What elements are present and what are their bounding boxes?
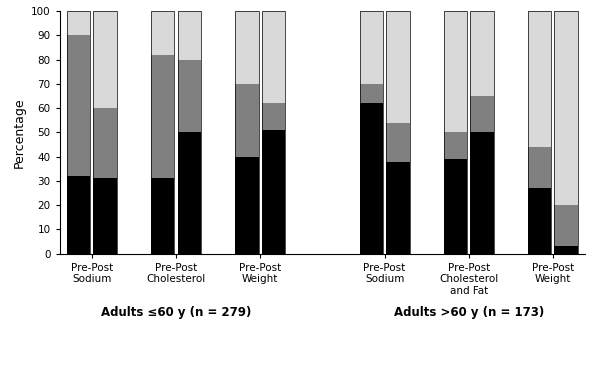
Bar [555,11,578,254]
Bar [235,11,259,84]
Bar [359,84,383,103]
Bar [235,11,259,254]
Bar [470,11,494,96]
Bar [470,132,494,254]
Bar [555,205,578,246]
Bar [386,11,410,123]
Bar [444,11,467,254]
Bar [151,178,174,254]
Bar [528,11,552,147]
Bar [177,60,201,132]
Bar [386,162,410,254]
Bar [93,11,117,254]
Bar [470,96,494,132]
Bar [177,11,201,60]
Bar [359,103,383,254]
Bar [470,11,494,254]
Bar [67,11,90,35]
Text: Adults ≤60 y (n = 279): Adults ≤60 y (n = 279) [101,306,251,319]
Bar [444,11,467,132]
Y-axis label: Percentage: Percentage [13,97,26,168]
Bar [261,103,285,130]
Bar [177,11,201,254]
Bar [67,176,90,254]
Bar [151,11,174,55]
Bar [444,159,467,254]
Bar [555,11,578,205]
Bar [359,11,383,84]
Bar [151,11,174,254]
Bar [261,11,285,103]
Bar [444,132,467,159]
Bar [359,11,383,254]
Bar [555,246,578,254]
Bar [386,123,410,162]
Bar [235,157,259,254]
Bar [261,130,285,254]
Text: Adults >60 y (n = 173): Adults >60 y (n = 173) [393,306,544,319]
Bar [67,35,90,176]
Bar [93,178,117,254]
Bar [528,11,552,254]
Bar [151,55,174,178]
Bar [528,188,552,254]
Bar [261,11,285,254]
Bar [235,84,259,157]
Bar [93,108,117,178]
Bar [177,132,201,254]
Bar [528,147,552,188]
Bar [93,11,117,108]
Bar [386,11,410,254]
Bar [67,11,90,254]
